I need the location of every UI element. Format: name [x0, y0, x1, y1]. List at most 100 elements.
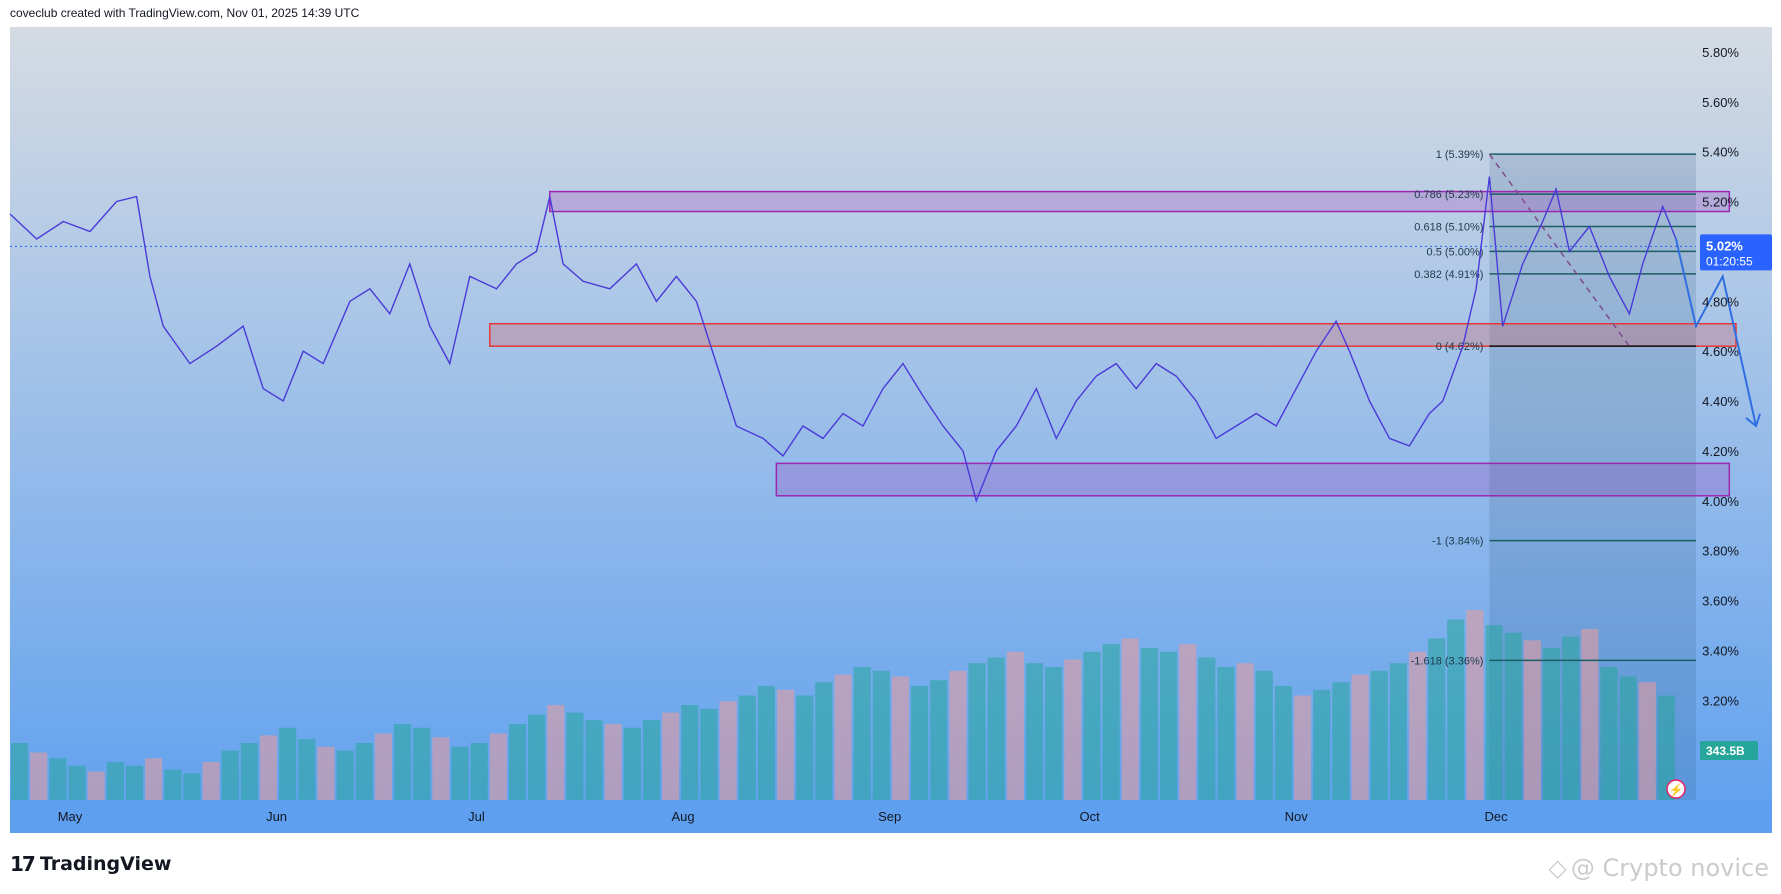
volume-bar — [279, 727, 297, 800]
volume-bar — [1179, 644, 1197, 800]
volume-bar — [221, 750, 239, 800]
x-axis-tick-label: May — [58, 809, 83, 824]
zone-box-3[interactable] — [775, 462, 1731, 497]
watermark-text: @ Crypto novice — [1570, 854, 1769, 882]
volume-bar — [1466, 610, 1484, 800]
volume-bar — [1485, 625, 1503, 800]
volume-bar — [1236, 663, 1254, 800]
volume-bar — [432, 737, 450, 800]
volume-bar — [1198, 657, 1216, 800]
volume-bar — [872, 670, 890, 800]
volume-bar — [106, 762, 124, 800]
volume-badge — [1700, 741, 1758, 760]
volume-bar — [1523, 640, 1541, 800]
volume-bar — [374, 733, 392, 800]
x-axis-tick-label: Jun — [266, 809, 287, 824]
current-price-label: 5.02% — [1706, 238, 1743, 253]
y-axis-tick-label: 3.60% — [1702, 594, 1739, 609]
fib-level-label: 1 (5.39%) — [1436, 149, 1484, 161]
volume-bar — [1562, 636, 1580, 800]
fib-level-label: 0.786 (5.23%) — [1414, 189, 1483, 201]
volume-bar — [125, 765, 144, 800]
volume-bar — [1542, 648, 1561, 800]
volume-bar — [1294, 695, 1312, 800]
zone-box-1[interactable] — [549, 190, 1731, 213]
volume-bar — [11, 743, 29, 800]
volume-bar — [1447, 619, 1465, 800]
volume-bar — [1370, 670, 1388, 800]
volume-bar — [738, 695, 756, 800]
zone-box-2[interactable] — [489, 322, 1737, 347]
volume-bar — [1025, 663, 1044, 800]
volume-bar — [1274, 686, 1293, 800]
y-axis-tick-label: 5.20% — [1702, 195, 1739, 210]
fib-level-label: 0.382 (4.91%) — [1414, 269, 1483, 281]
volume-bar — [700, 708, 718, 800]
volume-label: 343.5B — [1706, 744, 1745, 758]
y-axis-tick-label: 4.00% — [1702, 494, 1739, 509]
volume-bar — [853, 667, 871, 800]
x-axis-tick-label: Sep — [878, 809, 901, 824]
fib-level-label: 0.5 (5.00%) — [1427, 246, 1484, 258]
volume-bar — [1600, 667, 1618, 800]
volume-bar — [1389, 663, 1407, 800]
volume-bar — [1006, 651, 1024, 800]
volume-bar — [1428, 638, 1446, 800]
volume-bar — [1140, 648, 1158, 800]
alert-icon[interactable] — [1666, 779, 1686, 799]
volume-bar — [1217, 667, 1235, 800]
tradingview-logo-icon: 17 — [10, 852, 36, 876]
x-axis-tick-label: Aug — [671, 809, 694, 824]
x-axis-band — [10, 800, 1772, 833]
volume-bar — [585, 720, 603, 800]
volume-bar — [1255, 670, 1273, 800]
tradingview-brand[interactable]: 17 TradingView — [10, 852, 171, 876]
projection-path[interactable] — [1675, 238, 1757, 427]
volume-bar — [1619, 676, 1637, 800]
volume-bar — [317, 746, 335, 800]
volume-bar — [547, 705, 565, 800]
volume-bar — [183, 773, 201, 800]
projection-arrow-head — [1745, 413, 1761, 428]
volume-bar — [834, 674, 852, 800]
volume-bar — [1121, 638, 1139, 800]
y-axis-tick-label: 4.20% — [1702, 444, 1739, 459]
volume-bar — [757, 686, 775, 800]
y-axis-tick-label: 4.80% — [1702, 294, 1739, 309]
volume-bar — [987, 657, 1005, 800]
tradingview-brand-name: TradingView — [39, 853, 172, 875]
volume-bar — [68, 765, 86, 800]
diamond-logo-icon: ◇ — [1548, 854, 1567, 882]
volume-bar — [815, 682, 833, 800]
volume-bar — [355, 743, 373, 800]
x-axis-tick-label: Dec — [1485, 809, 1509, 824]
volume-bar — [796, 695, 814, 800]
volume-bar — [413, 727, 431, 800]
volume-bar — [1408, 651, 1427, 800]
volume-bar — [911, 686, 929, 800]
volume-bar — [451, 746, 469, 800]
volume-bar — [1159, 651, 1178, 800]
y-axis-tick-label: 5.60% — [1702, 95, 1739, 110]
y-axis-tick-label: 5.80% — [1702, 45, 1739, 60]
volume-bar — [1638, 682, 1656, 800]
volume-bar — [489, 733, 507, 800]
volume-bar — [623, 727, 641, 800]
watermark: ◇ @ Crypto novice — [1548, 854, 1769, 882]
volume-bar — [1581, 629, 1599, 800]
volume-bar — [1064, 659, 1082, 800]
y-axis-tick-label: 3.20% — [1702, 693, 1739, 708]
volume-bar — [49, 758, 67, 800]
volume-bar — [1657, 695, 1676, 800]
fib-level-label: 0 (4.62%) — [1436, 341, 1484, 353]
volume-bar — [1332, 682, 1350, 800]
y-axis-tick-label: 3.40% — [1702, 643, 1739, 658]
volume-bar — [145, 758, 163, 800]
volume-bar — [1045, 667, 1063, 800]
volume-bar — [642, 720, 661, 800]
x-axis-tick-label: Nov — [1285, 809, 1309, 824]
volume-bar — [681, 705, 699, 800]
volume-bar — [30, 752, 48, 800]
fib-level-label: -1.618 (3.36%) — [1411, 655, 1484, 667]
